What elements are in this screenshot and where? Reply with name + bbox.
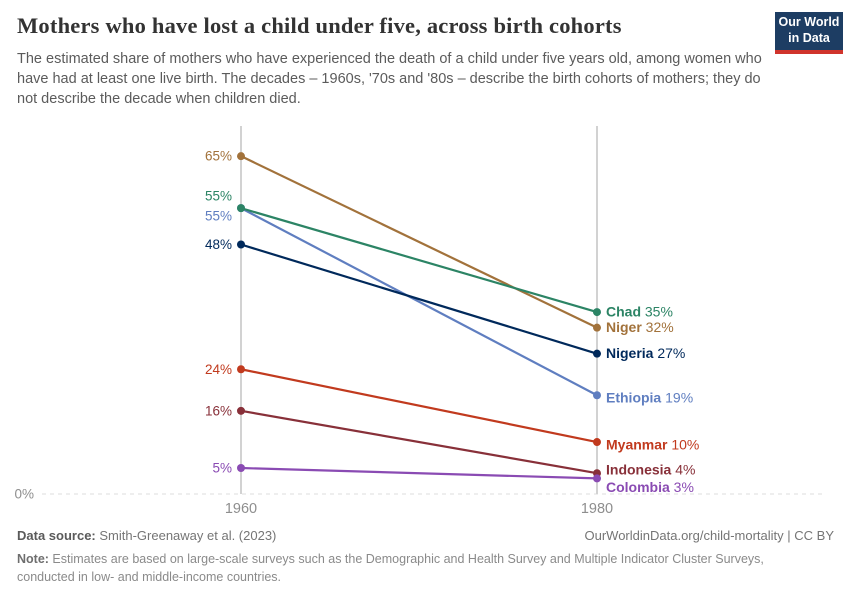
series-end-label-myanmar[interactable]: Myanmar 10%	[606, 437, 699, 453]
series-end-label-nigeria[interactable]: Nigeria 27%	[606, 345, 685, 361]
series-end-label-niger[interactable]: Niger 32%	[606, 319, 674, 335]
series-line-indonesia[interactable]	[240, 409, 598, 475]
series-dot-myanmar-1960[interactable]	[237, 365, 245, 374]
series-end-label-colombia[interactable]: Colombia 3%	[606, 479, 694, 495]
series-start-value-nigeria[interactable]: 48%	[205, 237, 232, 252]
chart-header: Mothers who have lost a child under five…	[17, 12, 850, 109]
series-dot-myanmar-1980[interactable]	[593, 438, 601, 447]
series-start-value-indonesia[interactable]: 16%	[205, 403, 232, 418]
series-start-value-myanmar[interactable]: 24%	[205, 362, 232, 377]
chart-note: Note: Estimates are based on large-scale…	[17, 550, 779, 586]
series-start-value-ethiopia[interactable]: 55%	[205, 209, 232, 224]
series-start-value-colombia[interactable]: 5%	[212, 461, 232, 476]
chart-footer: Data source: Smith-Greenaway et al. (202…	[17, 528, 834, 586]
owid-url-link[interactable]: OurWorldinData.org/child-mortality | CC …	[584, 528, 835, 543]
series-start-value-chad[interactable]: 55%	[205, 189, 232, 204]
note-text: Estimates are based on large-scale surve…	[17, 552, 764, 585]
series-line-nigeria[interactable]	[240, 243, 598, 355]
x-axis-label-1960: 1960	[225, 501, 257, 517]
series-line-chad[interactable]	[240, 207, 598, 314]
page-title: Mothers who have lost a child under five…	[17, 13, 622, 38]
series-dot-nigeria-1980[interactable]	[593, 349, 601, 358]
series-end-label-indonesia[interactable]: Indonesia 4%	[606, 462, 695, 478]
series-dot-ethiopia-1980[interactable]	[593, 391, 601, 400]
series-dot-nigeria-1960[interactable]	[237, 240, 245, 249]
owid-logo-line1: Our World	[778, 15, 840, 30]
series-dot-colombia-1980[interactable]	[593, 474, 601, 483]
y-axis-label-zero: 0%	[14, 487, 34, 502]
note-label: Note:	[17, 552, 49, 566]
series-line-ethiopia[interactable]	[240, 207, 598, 397]
chart-subtitle: The estimated share of mothers who have …	[17, 51, 762, 107]
data-source-label: Data source:	[17, 528, 96, 543]
series-dot-niger-1980[interactable]	[593, 323, 601, 332]
data-source-value: Smith-Greenaway et al. (2023)	[95, 528, 277, 543]
series-dot-niger-1960[interactable]	[237, 152, 245, 161]
series-start-value-niger[interactable]: 65%	[205, 149, 232, 164]
series-line-niger[interactable]	[240, 155, 598, 329]
series-dot-chad-1960[interactable]	[237, 204, 245, 213]
data-source-line: Data source: Smith-Greenaway et al. (202…	[17, 528, 276, 543]
series-line-colombia[interactable]	[240, 466, 598, 480]
series-end-label-chad[interactable]: Chad 35%	[606, 304, 673, 320]
series-end-label-ethiopia[interactable]: Ethiopia 19%	[606, 390, 693, 406]
series-dot-chad-1980[interactable]	[593, 308, 601, 317]
series-dot-indonesia-1960[interactable]	[237, 406, 245, 415]
x-axis-label-1980: 1980	[581, 501, 613, 517]
owid-logo-line2: in Data	[788, 31, 830, 45]
owid-logo[interactable]: Our World in Data	[775, 12, 843, 54]
series-line-myanmar[interactable]	[240, 368, 598, 444]
series-dot-colombia-1960[interactable]	[237, 464, 245, 473]
